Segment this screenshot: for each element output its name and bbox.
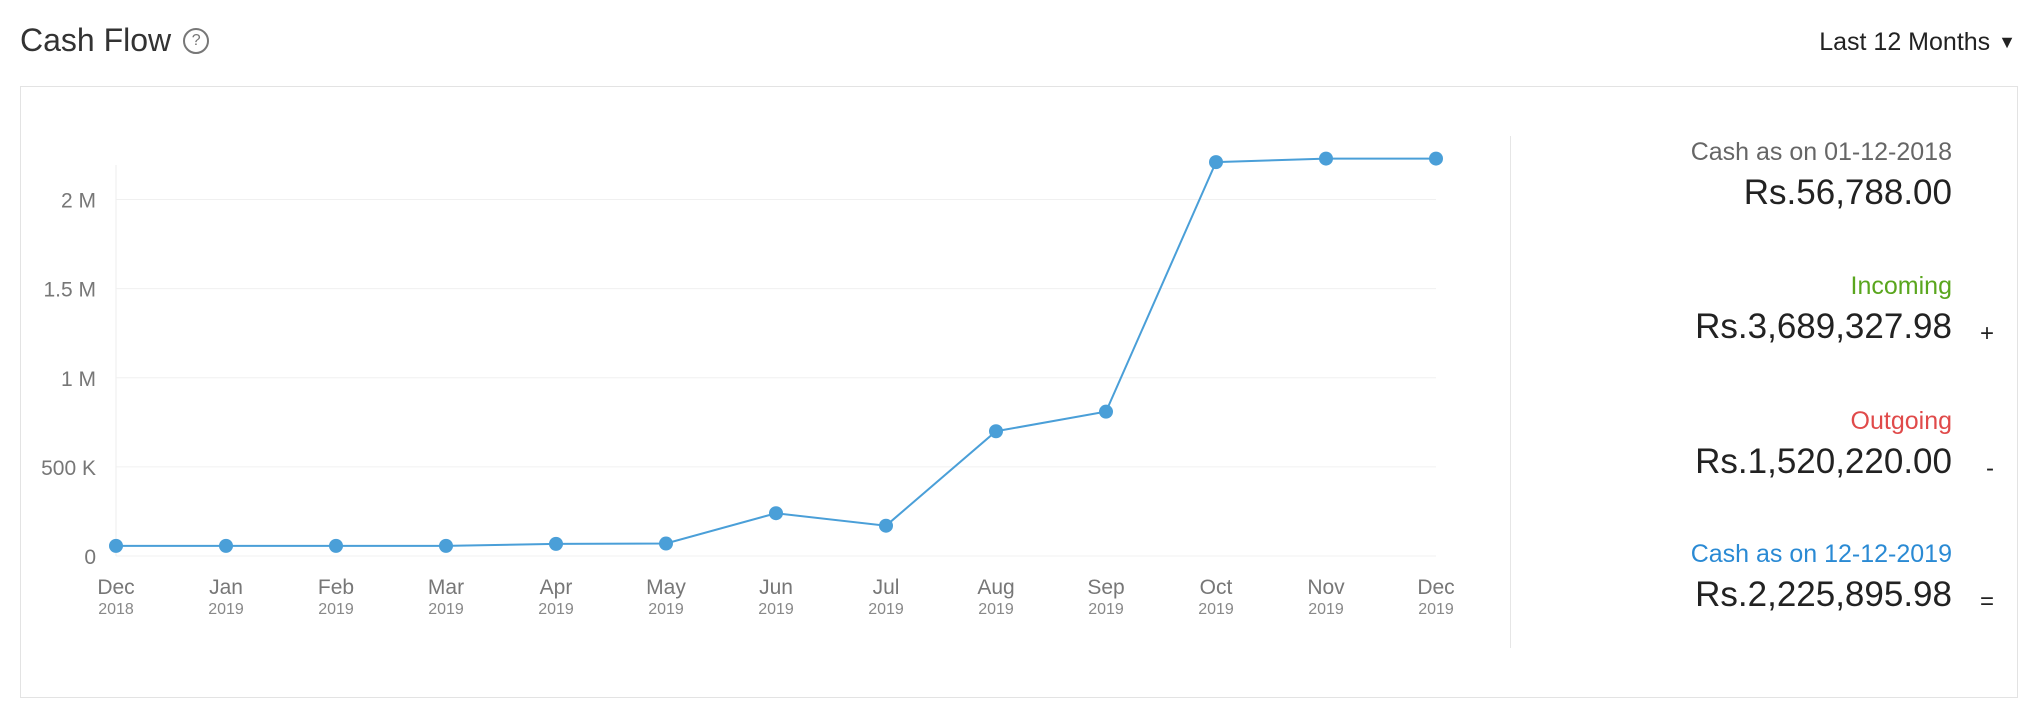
caret-down-icon: ▼ [1998, 32, 2016, 52]
x-tick-month: Jan [209, 576, 243, 599]
x-tick-year: 2019 [1088, 601, 1124, 618]
x-tick-month: Sep [1087, 576, 1124, 599]
incoming-value: Rs.3,689,327.98 [1695, 307, 1952, 346]
x-tick-year: 2019 [208, 601, 244, 618]
incoming-block: Incoming Rs.3,689,327.98 [1695, 272, 1952, 347]
x-tick-year: 2019 [978, 601, 1014, 618]
opening-cash-value: Rs.56,788.00 [1743, 173, 1952, 212]
x-tick-month: Oct [1200, 576, 1233, 599]
outgoing-operator: - [1986, 455, 1994, 482]
panel-divider [1510, 136, 1511, 648]
cash-flow-panel [20, 86, 2018, 698]
incoming-operator: + [1979, 320, 1994, 347]
x-tick-month: Dec [97, 576, 134, 599]
x-tick-month: Nov [1307, 576, 1345, 599]
period-dropdown[interactable]: Last 12 Months ▼ [1819, 28, 2016, 57]
cash-flow-line [116, 157, 1436, 547]
title-text: Cash Flow [20, 22, 172, 58]
y-tick-label: 1 M [61, 368, 96, 391]
data-point [219, 538, 233, 553]
cash-flow-chart: 0 500 K 1 M 1.5 M 2 M Dec 2018 Jan 2019 Feb 2019 Ma… [41, 151, 1455, 618]
x-tick-year: 2019 [538, 601, 574, 618]
period-label: Last 12 Months [1819, 28, 1991, 56]
x-tick-year: 2018 [98, 601, 134, 618]
page-title: Cash Flow ? [20, 22, 210, 59]
data-point [1099, 404, 1113, 419]
data-point [659, 536, 673, 551]
x-tick-year: 2019 [1198, 601, 1234, 618]
x-tick-month: Dec [1417, 576, 1454, 599]
x-tick-month: Jul [873, 576, 900, 599]
help-icon[interactable]: ? [183, 27, 210, 54]
x-tick-year: 2019 [758, 601, 794, 618]
data-point [109, 538, 123, 553]
closing-cash-label: Cash as on 12-12-2019 [1690, 540, 1952, 568]
y-tick-label: 0 [84, 546, 96, 569]
data-point [1209, 155, 1223, 170]
x-tick-month: Aug [977, 576, 1014, 599]
x-tick-year: 2019 [648, 601, 684, 618]
opening-cash-block: Cash as on 01-12-2018 Rs.56,788.00 [1691, 138, 1952, 213]
x-tick-year: 2019 [318, 601, 354, 618]
closing-operator: = [1979, 588, 1994, 615]
data-point [989, 424, 1003, 439]
data-point [1319, 151, 1333, 166]
closing-cash-block: Cash as on 12-12-2019 Rs.2,225,895.98 [1691, 540, 1952, 615]
x-tick-month: Jun [759, 576, 793, 599]
closing-cash-value: Rs.2,225,895.98 [1695, 575, 1952, 614]
data-point [1429, 151, 1443, 166]
data-point [879, 518, 893, 533]
incoming-label: Incoming [1850, 272, 1952, 300]
y-tick-label: 500 K [41, 457, 96, 480]
x-tick-month: Feb [318, 576, 354, 599]
x-tick-year: 2019 [868, 601, 904, 618]
opening-cash-label: Cash as on 01-12-2018 [1690, 138, 1952, 166]
data-point [769, 506, 783, 521]
x-tick-month: May [646, 576, 686, 599]
y-tick-label: 2 M [61, 190, 96, 213]
data-point [549, 536, 563, 551]
x-tick-month: Apr [540, 576, 573, 599]
x-tick-year: 2019 [428, 601, 464, 618]
data-point [439, 538, 453, 553]
data-point [329, 538, 343, 553]
x-tick-year: 2019 [1418, 601, 1454, 618]
outgoing-block: Outgoing Rs.1,520,220.00 [1695, 407, 1952, 482]
outgoing-value: Rs.1,520,220.00 [1695, 442, 1952, 481]
x-tick-month: Mar [428, 576, 464, 599]
y-tick-label: 1.5 M [43, 279, 96, 302]
x-tick-year: 2019 [1308, 601, 1344, 618]
outgoing-label: Outgoing [1850, 407, 1952, 435]
